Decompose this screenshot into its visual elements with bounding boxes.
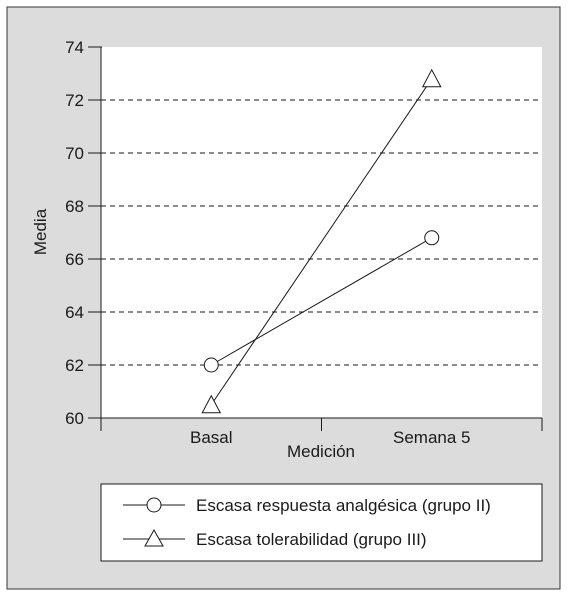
- y-axis-title: Media: [31, 208, 50, 255]
- series-line-triangle: [210, 78, 433, 406]
- y-tick-label: 62: [65, 356, 84, 375]
- y-tick-label: 64: [65, 303, 84, 322]
- y-tick-label: 66: [65, 250, 84, 269]
- y-tick-label: 70: [65, 144, 84, 163]
- legend-marker-triangle-icon: [144, 528, 164, 547]
- x-ticks: Basal Semana 5: [100, 418, 543, 447]
- legend-box: [100, 483, 543, 562]
- x-tick-label: Semana 5: [393, 428, 471, 447]
- y-tick-label: 74: [65, 38, 84, 57]
- legend-label-1: Escasa respuesta analgésica (grupo II): [196, 496, 491, 515]
- plot-area: [101, 47, 542, 418]
- x-axis-title: Medición: [287, 442, 355, 461]
- series-lines: [210, 78, 433, 406]
- data-point-circle: [424, 230, 440, 246]
- legend-marker-circle-icon: [146, 497, 162, 513]
- y-tick-label: 68: [65, 197, 84, 216]
- y-tick-label: 60: [65, 409, 84, 428]
- data-point-triangle: [201, 394, 222, 414]
- y-tick-label: 72: [65, 91, 84, 110]
- gridlines: [101, 46, 542, 366]
- y-ticks: 60 62 64 66 68 70 72 74: [65, 38, 101, 428]
- data-point-circle: [203, 357, 219, 373]
- legend-label-2: Escasa tolerabilidad (grupo III): [196, 530, 427, 549]
- series-markers: [201, 68, 442, 414]
- series-line-circle: [211, 237, 432, 366]
- x-tick-label: Basal: [190, 428, 233, 447]
- data-point-triangle: [421, 68, 442, 88]
